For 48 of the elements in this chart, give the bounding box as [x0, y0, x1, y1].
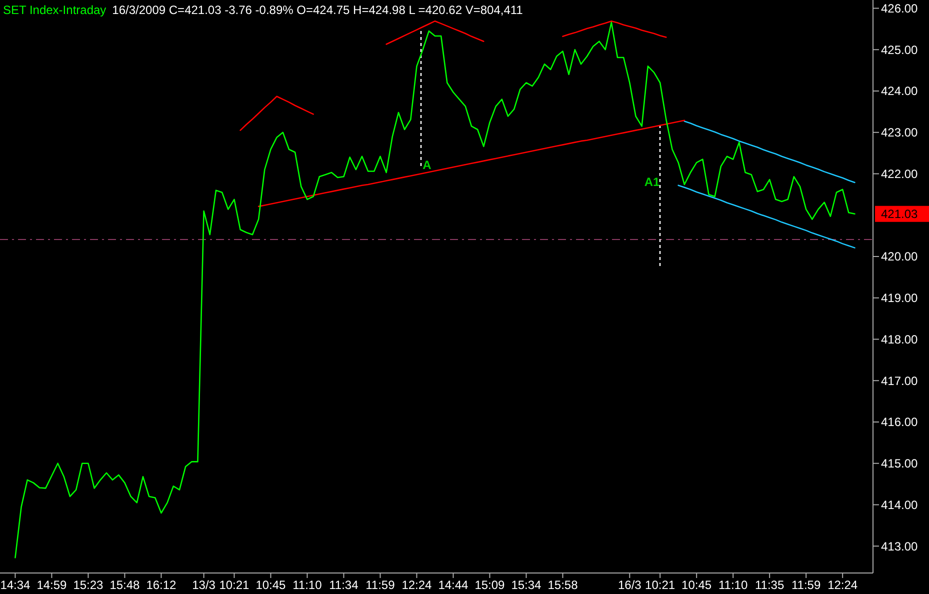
- x-tick-label: 11:59: [366, 578, 396, 592]
- y-tick-label: 418.00: [881, 332, 918, 346]
- x-tick-label: 12:24: [402, 578, 432, 592]
- x-tick-label: 14:44: [438, 578, 469, 592]
- line-series: [386, 20, 484, 45]
- x-tick-label: 10:45: [256, 578, 286, 592]
- y-tick-label: 414.00: [881, 498, 918, 512]
- x-tick-label: 15:09: [474, 578, 506, 592]
- y-tick-label: 417.00: [881, 374, 918, 388]
- x-tick-label: 10:45: [682, 578, 712, 592]
- y-tick-label: 419.00: [881, 291, 918, 306]
- y-tick-label: 416.00: [881, 415, 918, 430]
- y-tick-label: 425.00: [881, 42, 918, 57]
- x-tick-label: 11:35: [755, 578, 784, 592]
- annotation: A: [422, 158, 432, 172]
- x-tick-label: 11:10: [292, 578, 322, 592]
- line-series: [684, 120, 856, 184]
- line-series: [562, 20, 667, 38]
- line-series: [14, 22, 856, 558]
- x-tick-label: 14:34: [0, 578, 31, 592]
- x-tick-label: 15:48: [110, 578, 140, 592]
- x-tick-label: 15:34: [511, 578, 542, 592]
- y-tick-label: 420.00: [881, 250, 918, 264]
- x-tick-label: 12:24: [828, 578, 858, 592]
- y-tick-label: 426.00: [881, 1, 918, 16]
- line-series: [678, 184, 856, 248]
- y-tick-label: 423.00: [881, 126, 918, 140]
- line-series: [240, 96, 314, 131]
- x-tick-label: 13/3: [192, 578, 216, 592]
- chart-title: SET Index-Intraday: [3, 3, 106, 17]
- x-tick-label: 11:10: [718, 578, 748, 592]
- x-tick-label: 16/3: [618, 578, 642, 592]
- x-tick-label: 14:59: [36, 578, 68, 592]
- x-tick-label: 10:21: [219, 578, 250, 592]
- y-tick-label: 424.00: [881, 84, 918, 98]
- text: 421.03: [881, 207, 918, 222]
- line-series: [258, 120, 686, 208]
- y-tick-label: 422.00: [881, 166, 918, 181]
- y-tick-label: 415.00: [881, 456, 918, 471]
- y-tick-label: 413.00: [881, 539, 918, 554]
- x-tick-label: 15:23: [73, 578, 104, 592]
- x-tick-label: 15:58: [548, 578, 578, 592]
- x-tick-label: 10:21: [645, 578, 676, 592]
- annotation: A1: [644, 175, 660, 190]
- x-tick-label: 16:12: [146, 578, 177, 592]
- x-tick-label: 11:34: [329, 578, 359, 592]
- chart-subtitle: 16/3/2009 C=421.03 -3.76 -0.89% O=424.75 H=424.98 L =420.62 V=804,411: [112, 3, 524, 17]
- x-tick-label: 11:59: [792, 578, 821, 592]
